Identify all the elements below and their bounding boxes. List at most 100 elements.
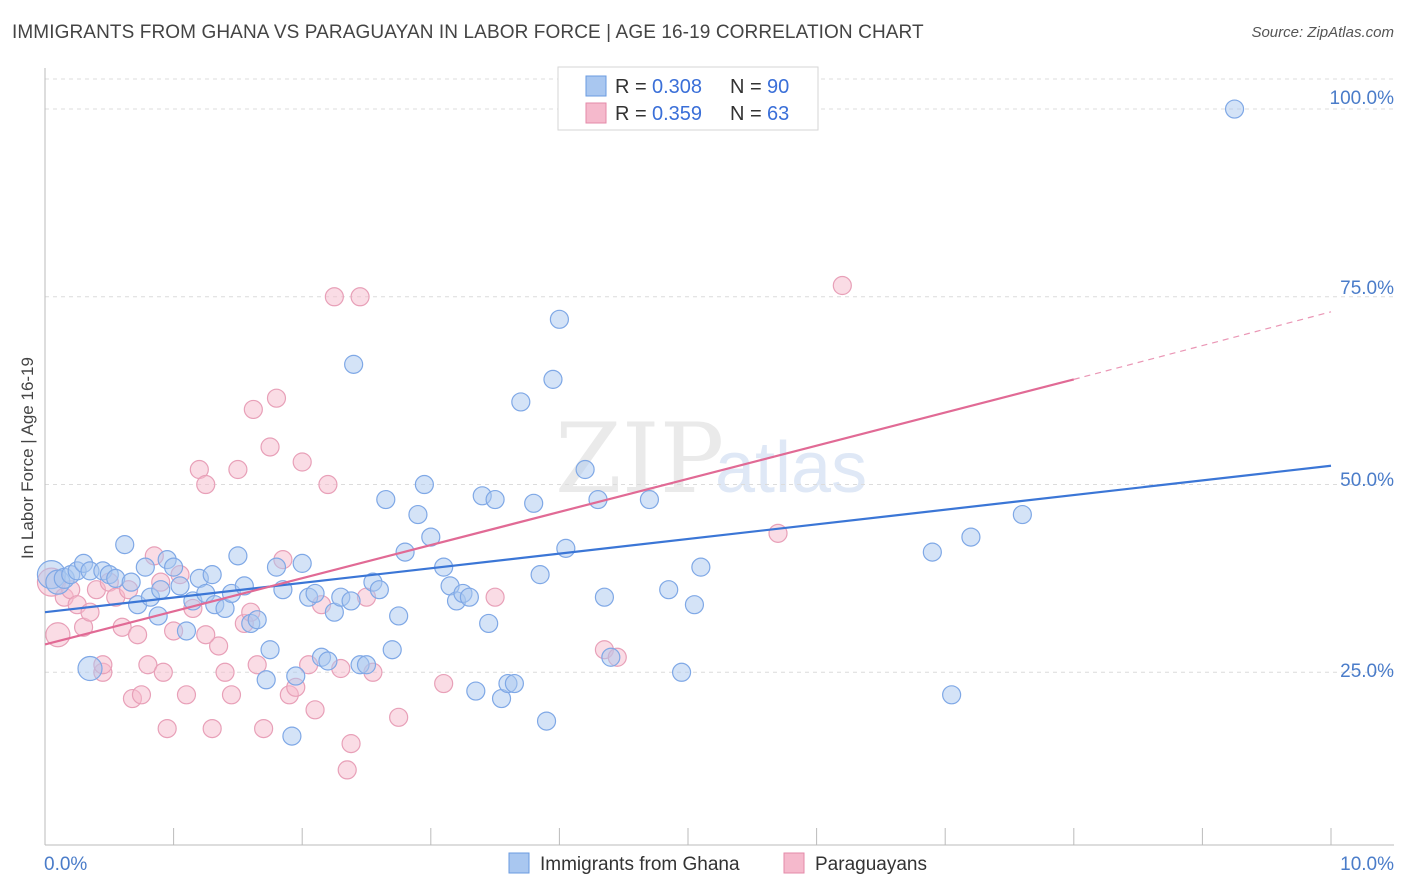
legend-n-label-ghana: N = xyxy=(730,76,762,98)
ghana-point-80 xyxy=(601,647,621,667)
ghana-point-77 xyxy=(575,459,595,480)
ghana-point-87 xyxy=(942,685,962,705)
ghana-point-40 xyxy=(305,583,325,604)
ghana-point-51 xyxy=(376,489,396,510)
legend-n-label-paraguayans: N = xyxy=(730,103,762,125)
ghana-point-19 xyxy=(170,576,190,596)
paraguayan-point-62 xyxy=(196,625,216,645)
paraguayan-point-56 xyxy=(485,587,505,607)
legend-r-label-paraguayans: R = xyxy=(615,103,647,125)
paraguayan-point-55 xyxy=(434,673,454,694)
ghana-point-90 xyxy=(1224,99,1245,119)
y-tick-label-100: 100.0% xyxy=(1330,88,1395,109)
paraguayan-point-23 xyxy=(176,685,197,705)
ghana-point-18 xyxy=(164,557,184,577)
ghana-point-66 xyxy=(485,489,505,510)
source-credit: Source: ZipAtlas.com xyxy=(1251,24,1394,41)
ghana-point-89 xyxy=(1012,504,1032,525)
series-paraguayans xyxy=(36,275,852,780)
trend-line-paraguayans xyxy=(44,378,1075,646)
paraguayan-point-28 xyxy=(209,636,229,656)
ghana-point-84 xyxy=(684,595,705,615)
legend-swatch-paraguayans xyxy=(585,102,607,124)
watermark-atlas: atlas xyxy=(715,428,867,508)
ghana-point-91 xyxy=(77,655,103,682)
ghana-point-36 xyxy=(282,726,302,746)
paraguayan-point-36 xyxy=(254,718,274,739)
ghana-point-45 xyxy=(341,591,361,611)
x-tick-label-min: 0.0% xyxy=(44,854,87,875)
ghana-point-46 xyxy=(344,354,364,374)
ghana-point-37 xyxy=(286,666,306,686)
paraguayan-point-49 xyxy=(337,760,357,780)
paraguayan-point-54 xyxy=(389,707,409,727)
ghana-point-71 xyxy=(524,493,544,513)
paraguayan-point-37 xyxy=(260,437,280,457)
paraguayan-point-27 xyxy=(202,718,222,739)
ghana-point-79 xyxy=(594,587,615,607)
legend-n-value-paraguayans: 63 xyxy=(767,103,789,125)
bottom-legend-swatch-paraguayans xyxy=(783,852,805,874)
ghana-point-73 xyxy=(536,711,557,731)
y-tick-label-75: 75.0% xyxy=(1340,278,1394,299)
ghana-point-50 xyxy=(369,580,389,600)
ghana-point-83 xyxy=(671,662,692,682)
ghana-point-11 xyxy=(121,572,141,592)
paraguayan-point-44 xyxy=(305,700,325,720)
axes xyxy=(44,68,1394,846)
ghana-point-81 xyxy=(639,489,660,510)
ghana-point-55 xyxy=(408,504,428,525)
ghana-point-20 xyxy=(176,621,197,641)
ghana-point-28 xyxy=(228,546,248,566)
ghana-point-63 xyxy=(466,681,486,701)
bottom-legend-swatch-ghana xyxy=(508,852,530,874)
y-tick-label-50: 50.0% xyxy=(1340,470,1394,491)
ghana-point-31 xyxy=(247,610,267,630)
paraguayan-point-38 xyxy=(266,388,287,408)
paraguayan-point-16 xyxy=(138,655,158,675)
stats-legend: R = 0.308 N = 90 R = 0.359 N = 63 xyxy=(557,66,819,131)
ghana-point-48 xyxy=(356,655,377,675)
paraguayan-point-26 xyxy=(196,474,216,495)
ghana-point-33 xyxy=(260,640,280,660)
watermark-zip: ZIP xyxy=(555,403,724,515)
ghana-point-10 xyxy=(115,535,135,555)
ghana-point-70 xyxy=(511,392,531,412)
ghana-point-85 xyxy=(691,557,711,577)
ghana-point-75 xyxy=(549,309,570,329)
ghana-point-82 xyxy=(659,580,679,600)
paraguayan-point-14 xyxy=(127,625,148,645)
ghana-point-69 xyxy=(504,673,524,694)
trend-line-paraguayans-extension xyxy=(1073,311,1332,380)
legend-r-label-ghana: R = xyxy=(615,76,647,98)
paraguayan-point-19 xyxy=(153,662,173,682)
legend-r-value-paraguayans: 0.359 xyxy=(652,103,702,125)
bottom-legend-label-ghana: Immigrants from Ghana xyxy=(540,854,740,875)
ghana-point-52 xyxy=(382,640,402,660)
series-legend: Immigrants from Ghana Paraguayans xyxy=(508,852,927,875)
ghana-point-16 xyxy=(151,580,171,600)
ghana-point-38 xyxy=(292,553,312,573)
paraguayan-point-35 xyxy=(247,655,267,675)
ghana-point-56 xyxy=(414,474,434,495)
y-tick-label-25: 25.0% xyxy=(1340,661,1394,682)
ghana-point-34 xyxy=(266,557,287,577)
trend-lines xyxy=(44,311,1332,646)
paraguayan-point-29 xyxy=(215,662,235,682)
paraguayan-point-47 xyxy=(324,287,344,307)
ghana-point-72 xyxy=(530,565,550,585)
x-tick-label-max: 10.0% xyxy=(1340,854,1394,875)
legend-r-value-ghana: 0.308 xyxy=(652,76,702,98)
ghana-point-24 xyxy=(202,565,222,585)
ghana-point-86 xyxy=(922,542,942,562)
paraguayan-point-46 xyxy=(318,474,338,495)
paraguayan-point-51 xyxy=(350,287,370,307)
paraguayan-point-34 xyxy=(243,399,263,420)
y-axis-label: In Labor Force | Age 16-19 xyxy=(18,357,37,559)
ghana-point-65 xyxy=(479,613,499,634)
paraguayan-point-15 xyxy=(131,685,152,705)
trend-line-ghana xyxy=(44,464,1332,614)
ghana-point-13 xyxy=(135,557,155,577)
paraguayan-point-42 xyxy=(292,452,312,472)
